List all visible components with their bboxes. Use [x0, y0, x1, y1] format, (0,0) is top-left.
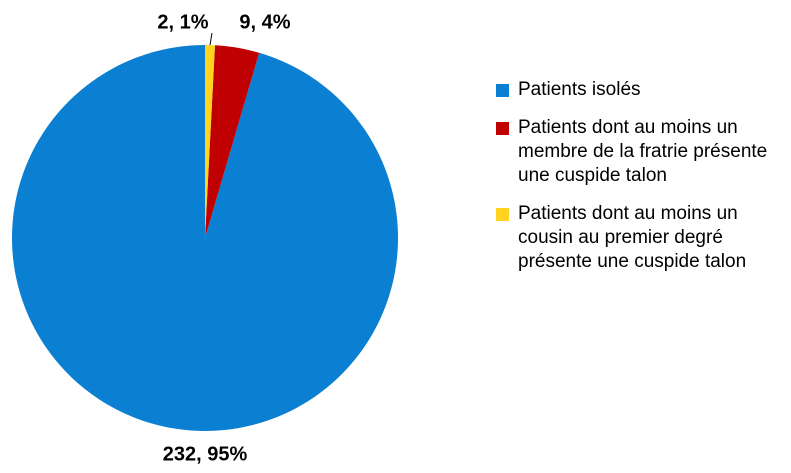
- pie-slice: [11, 45, 398, 431]
- data-label: 2, 1%: [157, 11, 208, 33]
- legend-label: Patients dont au moins un membre de la f…: [518, 117, 768, 186]
- legend-item: Patients dont au moins un membre de la f…: [496, 116, 786, 188]
- pie-slice: [205, 45, 215, 238]
- legend-label: Patients dont au moins un cousin au prem…: [518, 203, 747, 272]
- leader-line: [209, 32, 213, 46]
- legend-swatch: [496, 122, 509, 135]
- data-label: 232, 95%: [163, 443, 248, 465]
- legend-item: Patients dont au moins un cousin au prem…: [496, 202, 786, 274]
- legend-swatch: [496, 84, 509, 97]
- data-label: 9, 4%: [239, 11, 290, 33]
- legend-item: Patients isolés: [496, 78, 786, 102]
- pie-slice: [205, 45, 260, 238]
- legend-swatch: [496, 208, 509, 221]
- legend: Patients isolés Patients dont au moins un…: [496, 78, 786, 288]
- legend-label: Patients isolés: [518, 79, 641, 100]
